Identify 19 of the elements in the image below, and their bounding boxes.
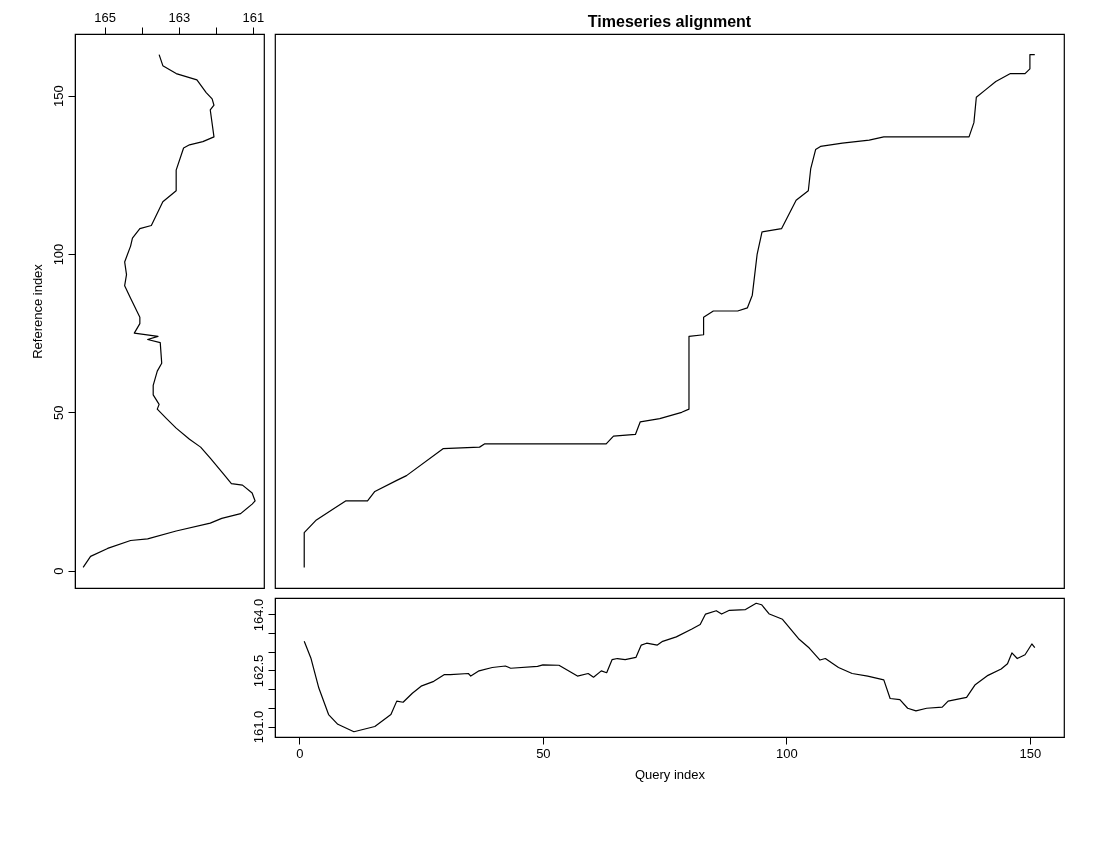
x-tick-label: 165	[94, 9, 116, 25]
y-axis-title: Reference index	[29, 263, 45, 359]
y-tick-label: 161.0	[250, 710, 266, 744]
y-tick-label: 0	[50, 567, 66, 575]
line-series	[82, 53, 256, 569]
line-series	[303, 602, 1036, 733]
y-tick-label: 162.5	[250, 654, 266, 688]
y-tick-label: 164.0	[250, 598, 266, 632]
y-tick-label: 150	[50, 85, 66, 108]
x-tick-label: 150	[1019, 745, 1042, 761]
x-tick-label: 100	[776, 745, 798, 761]
x-tick-label: 163	[168, 9, 191, 25]
x-tick-label: 0	[296, 745, 304, 761]
chart-title: Timeseries alignment	[587, 13, 752, 30]
y-tick-label: 100	[50, 243, 66, 266]
y-tick-label: 50	[50, 405, 66, 421]
x-tick-label: 50	[536, 745, 551, 761]
x-tick-label: 161	[242, 9, 265, 25]
x-axis-title: Query index	[634, 766, 706, 782]
